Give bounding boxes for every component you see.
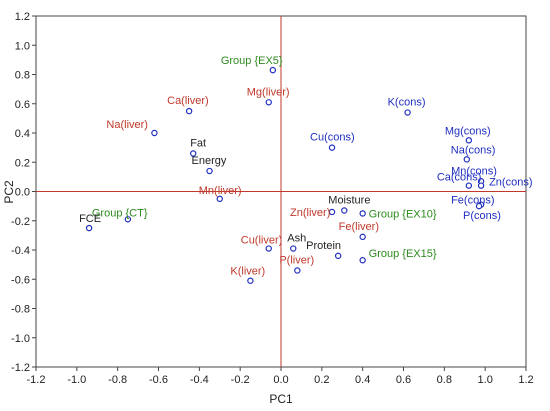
- point-moisture: [341, 207, 348, 214]
- point-fe-liver: [359, 233, 366, 241]
- x-axis-ticks: -1.2 -1.0 -0.8 -0.6 -0.4 -0.2 0.0 0.2 0.4 0.6 0.8 1…: [27, 367, 534, 386]
- point-label-fe-liver: Fe(liver): [339, 221, 379, 233]
- point-group-ex5: [269, 66, 277, 74]
- point-cu-cons: [328, 144, 336, 151]
- point-label-zn-liver: Zn(liver): [290, 207, 330, 219]
- y-tick-label: -0.6: [11, 274, 30, 286]
- x-tick-label: 0.2: [314, 374, 329, 386]
- x-tick-label: -0.8: [108, 374, 127, 386]
- x-axis-label: PC1: [269, 392, 293, 406]
- point-label-protein: Protein: [306, 240, 341, 252]
- point-label-group-ex5: Group {EX5}: [221, 55, 283, 67]
- point-label-group-ex10: Group {EX10}: [369, 208, 437, 220]
- point-group-ex15: [359, 257, 366, 264]
- x-tick-label: 0.6: [396, 374, 411, 386]
- point-ca-liver: [185, 107, 193, 115]
- point-label-na-cons: Na(cons): [451, 144, 496, 156]
- point-ca-cons: [465, 182, 473, 189]
- point-k-cons: [404, 109, 411, 116]
- y-axis-label: PC2: [2, 180, 16, 204]
- x-tick-label: -0.6: [149, 374, 168, 386]
- point-k-liver: [247, 277, 254, 284]
- point-mg-liver: [265, 99, 272, 106]
- y-tick-label: 0.0: [15, 187, 30, 199]
- point-label-mn-liver: Mn(liver): [199, 185, 242, 197]
- x-tick-label: -1.0: [67, 374, 86, 386]
- point-label-k-cons: K(cons): [388, 97, 426, 109]
- y-tick-label: -0.4: [11, 245, 30, 257]
- y-tick-label: 1.2: [15, 11, 30, 23]
- y-tick-label: 0.2: [15, 157, 30, 169]
- point-label-ca-liver: Ca(liver): [167, 95, 209, 107]
- point-p-cons: [475, 202, 483, 210]
- point-protein: [334, 252, 342, 260]
- x-tick-label: 1.0: [478, 374, 493, 386]
- y-tick-label: -1.0: [11, 333, 30, 345]
- x-tick-label: 0.0: [273, 374, 288, 386]
- point-na-liver: [151, 129, 158, 137]
- x-tick-label: -0.2: [231, 374, 250, 386]
- point-label-fat: Fat: [190, 137, 206, 149]
- point-label-mg-cons: Mg(cons): [445, 125, 491, 137]
- point-cu-liver: [265, 245, 272, 252]
- point-label-zn-cons: Zn(cons): [489, 177, 532, 189]
- point-label-group-ex15: Group {EX15}: [369, 248, 437, 260]
- point-mn-liver: [216, 195, 223, 203]
- y-axis-ticks: 1.2 1.0 0.8 0.6 0.4 0.2 0.0 -0.2 -0.4 -0.6 -0.8 -1.…: [11, 11, 36, 374]
- point-label-energy: Energy: [192, 155, 227, 167]
- point-label-p-liver: P(liver): [279, 254, 314, 266]
- y-tick-label: -0.2: [11, 216, 30, 228]
- point-label-p-cons: P(cons): [463, 210, 501, 222]
- point-fce: [85, 224, 93, 232]
- point-label-cu-cons: Cu(cons): [310, 132, 355, 144]
- x-tick-label: 0.4: [355, 374, 370, 386]
- point-label-fce: FCE: [79, 213, 101, 225]
- data-points: Group {EX5} Mg(liver) Ca(liver) Na(liver) K(…: [79, 55, 532, 284]
- point-energy: [206, 167, 213, 175]
- point-label-k-liver: K(liver): [230, 266, 265, 278]
- point-label-mn-cons: Mn(cons): [451, 165, 497, 177]
- point-label-ca-cons: Ca(cons): [437, 172, 482, 184]
- y-tick-label: -1.2: [11, 362, 30, 374]
- x-tick-label: -0.4: [190, 374, 209, 386]
- point-zn-cons: [477, 182, 485, 189]
- point-label-fe-cons: Fe(cons): [451, 195, 494, 207]
- x-tick-label: 0.8: [437, 374, 452, 386]
- point-zn-liver: [328, 208, 336, 216]
- x-tick-label: -1.2: [27, 374, 46, 386]
- point-label-moisture: Moisture: [328, 195, 370, 207]
- point-na-cons: [463, 156, 470, 163]
- point-label-group-ct: Group {CT}: [92, 207, 148, 219]
- y-tick-label: 0.8: [15, 70, 30, 82]
- point-label-cu-liver: Cu(liver): [241, 235, 283, 247]
- x-tick-label: 1.2: [518, 374, 533, 386]
- y-tick-label: 1.0: [15, 40, 30, 52]
- y-tick-label: 0.4: [15, 128, 30, 140]
- point-p-liver: [294, 267, 301, 274]
- y-tick-label: -0.8: [11, 304, 30, 316]
- point-label-mg-liver: Mg(liver): [247, 86, 290, 98]
- point-label-na-liver: Na(liver): [106, 119, 148, 131]
- point-label-ash: Ash: [287, 233, 306, 245]
- point-fat: [190, 150, 197, 157]
- point-ash: [290, 245, 297, 252]
- point-group-ex10: [359, 210, 366, 217]
- y-tick-label: 0.6: [15, 99, 30, 111]
- point-group-ct: [124, 216, 132, 223]
- point-mg-cons: [465, 137, 473, 144]
